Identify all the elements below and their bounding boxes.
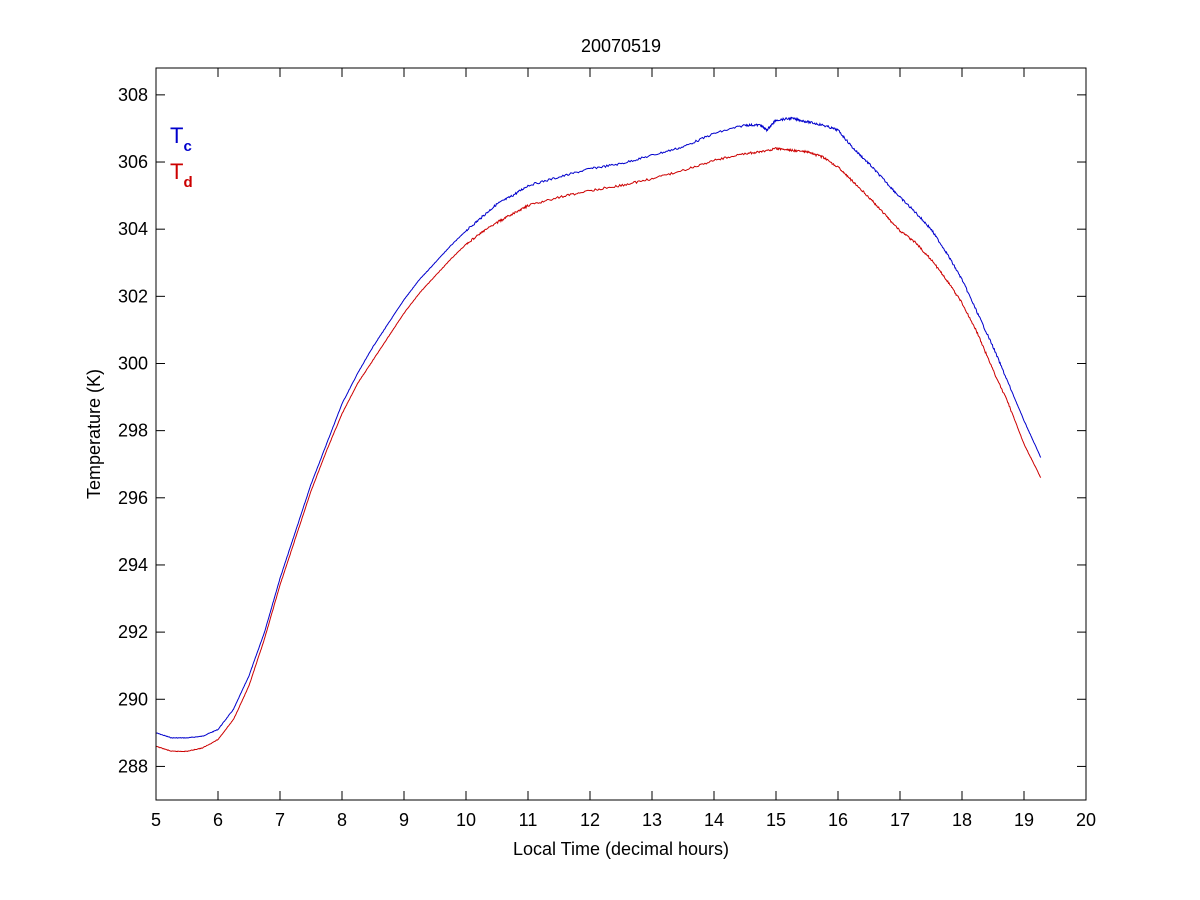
series-line-td bbox=[155, 146, 1042, 753]
legend-entry-td: Td bbox=[170, 159, 193, 191]
x-tick-label: 8 bbox=[337, 810, 347, 830]
x-tick-label: 10 bbox=[456, 810, 476, 830]
x-tick-label: 14 bbox=[704, 810, 724, 830]
chart-title: 20070519 bbox=[581, 36, 661, 56]
y-tick-label: 288 bbox=[118, 756, 148, 776]
x-tick-label: 6 bbox=[213, 810, 223, 830]
x-axis-label: Local Time (decimal hours) bbox=[513, 839, 729, 859]
y-tick-label: 308 bbox=[118, 85, 148, 105]
x-tick-label: 13 bbox=[642, 810, 662, 830]
x-tick-label: 20 bbox=[1076, 810, 1096, 830]
legend-label-subscript: c bbox=[183, 138, 191, 155]
y-tick-label: 294 bbox=[118, 555, 148, 575]
series-layer bbox=[155, 116, 1042, 753]
y-tick-label: 304 bbox=[118, 219, 148, 239]
x-tick-label: 16 bbox=[828, 810, 848, 830]
y-axis-label: Temperature (K) bbox=[84, 369, 104, 499]
x-tick-label: 19 bbox=[1014, 810, 1034, 830]
plot-frame bbox=[155, 67, 1087, 801]
x-tick-label: 12 bbox=[580, 810, 600, 830]
y-tick-label: 290 bbox=[118, 689, 148, 709]
legend-label-main: T bbox=[170, 123, 183, 148]
series-line-tc bbox=[155, 116, 1042, 739]
x-tick-label: 9 bbox=[399, 810, 409, 830]
y-tick-label: 292 bbox=[118, 622, 148, 642]
y-tick-label: 296 bbox=[118, 488, 148, 508]
x-tick-label: 11 bbox=[519, 810, 538, 830]
y-tick-label: 302 bbox=[118, 286, 148, 306]
x-tick-label: 15 bbox=[766, 810, 786, 830]
x-tick-label: 5 bbox=[151, 810, 161, 830]
ticks-layer: 5 6 7 8 9 10 11 12 13 14 15 16 17 18 19 20 288 290 292 294 2… bbox=[118, 68, 1096, 830]
y-tick-label: 298 bbox=[118, 421, 148, 441]
x-tick-label: 7 bbox=[275, 810, 285, 830]
legend-label-main: T bbox=[170, 159, 183, 184]
x-tick-label: 18 bbox=[952, 810, 972, 830]
plot-area bbox=[156, 68, 1086, 800]
y-tick-label: 306 bbox=[118, 152, 148, 172]
legend-entry-tc: Tc bbox=[170, 123, 192, 155]
legend-label-subscript: d bbox=[183, 174, 192, 191]
x-tick-label: 17 bbox=[890, 810, 910, 830]
y-tick-label: 300 bbox=[118, 353, 148, 373]
